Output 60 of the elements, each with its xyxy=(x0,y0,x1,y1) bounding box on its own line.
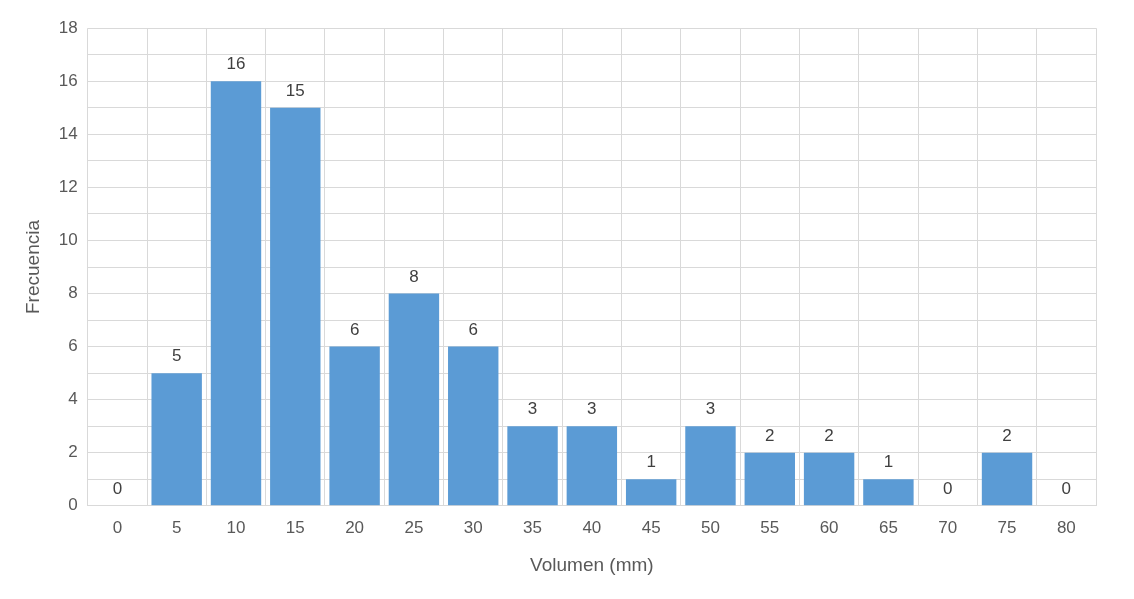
x-tick-label: 5 xyxy=(171,517,182,537)
data-label: 16 xyxy=(226,54,246,74)
data-label: 3 xyxy=(705,399,716,419)
x-tick-label: 30 xyxy=(463,517,483,537)
y-tick-label: 10 xyxy=(58,230,78,250)
data-label: 2 xyxy=(765,425,775,445)
bar xyxy=(803,452,855,506)
y-tick-label: 18 xyxy=(58,17,78,37)
x-tick-label: 15 xyxy=(285,517,305,537)
data-label: 0 xyxy=(112,478,123,498)
x-tick-label: 40 xyxy=(582,517,602,537)
y-tick-label: 8 xyxy=(68,283,78,303)
bar xyxy=(744,452,795,506)
bar xyxy=(388,293,440,506)
bar xyxy=(863,479,914,506)
y-axis-title: Frecuencia xyxy=(21,219,43,314)
data-label: 0 xyxy=(942,478,953,498)
data-label: 2 xyxy=(1002,425,1012,445)
data-label: 6 xyxy=(468,319,478,339)
x-tick-label: 50 xyxy=(701,517,720,537)
data-label: 0 xyxy=(1061,478,1072,498)
x-tick-label: 80 xyxy=(1056,517,1076,537)
x-tick-label: 20 xyxy=(345,517,365,537)
x-tick-label: 60 xyxy=(819,517,839,537)
data-label: 1 xyxy=(883,452,894,472)
data-label: 8 xyxy=(409,266,419,286)
bar xyxy=(566,426,618,506)
data-label: 1 xyxy=(646,452,656,472)
y-tick-label: 12 xyxy=(58,177,78,197)
x-tick-label: 35 xyxy=(523,517,542,537)
x-tick-label: 65 xyxy=(878,517,898,537)
y-tick-label: 16 xyxy=(58,70,78,90)
data-label: 3 xyxy=(527,399,538,419)
y-tick-label: 4 xyxy=(68,389,78,409)
data-label: 3 xyxy=(587,399,597,419)
bar xyxy=(507,426,558,506)
x-axis-title: Volumen (mm) xyxy=(530,553,654,575)
x-tick-label: 45 xyxy=(641,517,661,537)
x-tick-label: 70 xyxy=(938,517,958,537)
bar xyxy=(981,452,1033,506)
bar xyxy=(685,426,736,506)
data-label: 15 xyxy=(285,80,305,100)
bar xyxy=(210,81,262,506)
data-label: 5 xyxy=(171,346,182,366)
bar xyxy=(270,107,321,506)
x-tick-label: 55 xyxy=(760,517,780,537)
bar xyxy=(329,346,380,506)
x-tick-label: 75 xyxy=(997,517,1017,537)
bar xyxy=(151,373,202,506)
data-label: 6 xyxy=(349,319,360,339)
x-tick-label: 25 xyxy=(404,517,424,537)
y-tick-label: 14 xyxy=(58,124,78,144)
y-tick-label: 0 xyxy=(68,495,78,515)
x-tick-label: 0 xyxy=(112,517,123,537)
data-label: 2 xyxy=(824,425,834,445)
bar xyxy=(448,346,499,506)
bar xyxy=(625,479,677,506)
y-tick-label: 6 xyxy=(68,336,78,356)
x-tick-label: 10 xyxy=(226,517,246,537)
y-tick-label: 2 xyxy=(68,442,78,462)
